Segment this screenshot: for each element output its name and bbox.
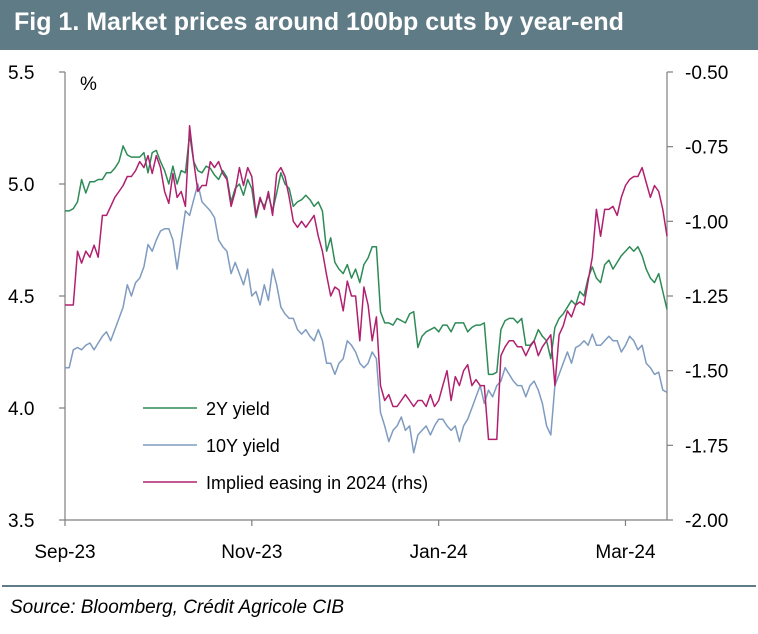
y2-tick-label: -0.50 <box>685 63 728 84</box>
chart-canvas: % 5.5 5.0 4.5 4.0 3.5 -0.50 -0.75 -1.00 -1.25 -1.… <box>8 63 728 563</box>
chart-title: Fig 1. Market prices around 100bp cuts b… <box>14 8 624 36</box>
x-tick-label: Mar-24 <box>595 542 656 563</box>
x-tick-label: Sep-23 <box>34 542 95 563</box>
y2-tick-label: -1.00 <box>685 212 728 233</box>
y-tick-label: 5.5 <box>8 63 34 84</box>
series-line-2y-yield <box>65 133 668 376</box>
x-tick-label: Jan-24 <box>410 542 469 563</box>
series-line-10y-yield <box>65 183 668 454</box>
chart-series <box>65 125 668 454</box>
series-line-implied-easing <box>65 125 668 441</box>
legend: 2Y yield 10Y yield Implied easing in 202… <box>143 399 428 493</box>
y2-tick-label: -1.50 <box>685 362 728 383</box>
y-tick-label: 4.0 <box>8 399 34 420</box>
y-axis-unit: % <box>80 74 97 95</box>
y-tick-label: 3.5 <box>8 511 34 532</box>
legend-label-easing: Implied easing in 2024 (rhs) <box>206 473 428 493</box>
y2-tick-label: -1.75 <box>685 436 728 457</box>
title-bar: Fig 1. Market prices around 100bp cuts b… <box>0 0 758 50</box>
y-tick-label: 4.5 <box>8 287 34 308</box>
source-note: Source: Bloomberg, Crédit Agricole CIB <box>10 597 345 618</box>
y-tick-label: 5.0 <box>8 175 34 196</box>
x-tick-label: Nov-23 <box>221 542 282 563</box>
source-divider <box>2 585 756 587</box>
legend-label-10y: 10Y yield <box>206 436 280 456</box>
y2-tick-label: -1.25 <box>685 287 728 308</box>
axis-ticks: 5.5 5.0 4.5 4.0 3.5 -0.50 -0.75 -1.00 -1.25 -1.50… <box>8 63 728 563</box>
y2-tick-label: -2.00 <box>685 511 728 532</box>
legend-label-2y: 2Y yield <box>206 399 270 419</box>
y2-tick-label: -0.75 <box>685 138 728 159</box>
